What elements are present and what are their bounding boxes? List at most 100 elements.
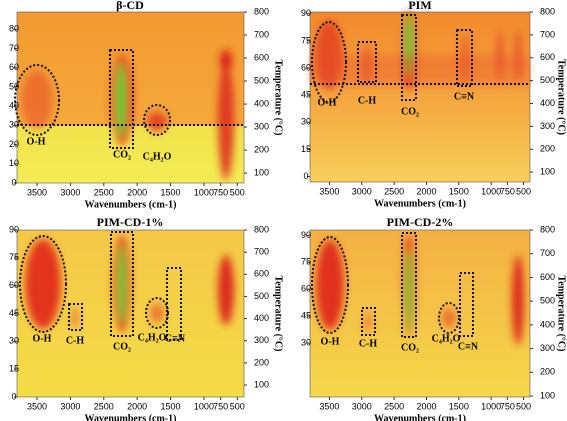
annotation-label: O-H [33,333,52,344]
y-tick-label: 10 [9,158,19,168]
y2-tick-label: 400 [254,313,269,323]
y-tick-label: 0 [11,391,16,401]
panel-title: β-CD [116,0,144,12]
y2-tick-label: 200 [254,144,269,154]
annotation-outline [143,104,171,136]
annotation-label: CO₂ [401,106,419,117]
x-tick-label: 3000 [352,401,372,411]
annotation-label: CO₂ [113,149,131,160]
annotation-outline [401,14,417,101]
y2-axis-label: Temperature (°C) [556,59,567,135]
y-tick-label: 60 [301,284,311,294]
y-tick-label: 90 [301,8,311,18]
annotation-outline [456,29,473,87]
y2-tick-label: 100 [254,379,269,389]
y2-tick-label: 300 [254,121,269,131]
annotation-label: O-H [321,336,340,347]
x-tick-label: 2500 [94,187,114,197]
absorption-band [218,60,234,180]
annotation-label: O-H [27,136,46,147]
y2-tick-label: 600 [540,272,555,282]
y2-tick-label: 200 [254,357,269,367]
y-tick-label: 30 [301,117,311,127]
absorption-band [150,303,164,323]
y2-tick-label: 300 [540,121,555,131]
y-tick-label: 60 [301,62,311,72]
y2-tick-label: 300 [540,343,555,353]
absorption-band [512,255,524,345]
heatmap-features [25,236,234,332]
panel-title: PIM-CD-2% [387,215,454,229]
y2-tick-label: 200 [540,367,555,377]
heatmap-features [316,235,524,345]
x-tick-label: 1000 [481,186,501,196]
y2-tick-label: 700 [254,247,269,257]
y2-tick-label: 100 [254,167,269,177]
y2-tick-label: 600 [254,269,269,279]
y2-tick-label: 700 [540,248,555,258]
annotation-outline [145,297,169,329]
y2-tick-label: 600 [540,52,555,62]
x-tick-label: 500 [230,401,245,411]
x-tick-label: 3500 [319,186,339,196]
annotation-outline [357,41,377,83]
annotation-label: C≡N [454,91,475,102]
y-tick-label: 0 [303,171,308,181]
y-tick-label: 20 [9,139,19,149]
y-tick-label: 0 [11,177,16,187]
y2-tick-label: 500 [540,75,555,85]
annotation-outline [401,232,417,338]
y-tick-label: 45 [301,90,311,100]
y2-tick-label: 100 [540,167,555,177]
y2-axis-label: Temperature (°C) [556,276,567,352]
x-tick-label: 2000 [127,187,147,197]
x-tick-label: 1000 [481,401,501,411]
annotation-label: C-H [358,95,377,106]
x-axis-label: Wavenumbers (cm-1) [374,198,466,209]
x-tick-label: 3000 [352,186,372,196]
y2-tick-label: 400 [540,319,555,329]
y2-tick-label: 600 [254,52,269,62]
plot-frame [309,229,531,398]
absorption-band [147,112,167,132]
x-tick-label: 500 [516,186,531,196]
y-tick-label: 45 [301,311,311,321]
y-tick-label: 80 [9,24,19,34]
annotation-label: C-H [359,338,378,349]
y2-tick-label: 700 [254,29,269,39]
absorption-band [218,255,234,325]
panel-title: PIM-CD-1% [97,215,164,229]
y-tick-label: 30 [9,336,19,346]
y-tick-label: 70 [9,43,19,53]
x-tick-label: 1500 [161,187,181,197]
absorption-band [71,308,79,328]
x-tick-label: 1500 [449,401,469,411]
x-tick-label: 3500 [319,401,339,411]
x-tick-label: 2500 [384,401,404,411]
heatmap-background [310,12,530,182]
y2-tick-label: 800 [540,6,555,16]
y2-tick-label: 500 [254,291,269,301]
x-tick-label: 2500 [94,401,114,411]
annotation-outline [311,236,349,334]
x-tick-label: 750 [500,401,515,411]
absorption-band [116,62,126,138]
x-tick-label: 1000 [194,187,214,197]
y-tick-label: 30 [9,120,19,130]
annotation-label: C₄H₂O [432,333,461,344]
y-tick-label: 50 [9,81,19,91]
x-tick-label: 750 [213,401,228,411]
x-tick-label: 3500 [27,187,47,197]
y-tick-label: 75 [301,35,311,45]
y2-tick-label: 800 [254,224,269,234]
annotation-outline [19,235,67,333]
absorption-band [220,50,232,70]
x-tick-label: 750 [213,187,228,197]
y2-tick-label: 800 [254,6,269,16]
annotation-outline [68,303,83,331]
y-tick-label: 45 [9,308,19,318]
x-tick-label: 2500 [384,186,404,196]
y2-tick-label: 800 [540,224,555,234]
